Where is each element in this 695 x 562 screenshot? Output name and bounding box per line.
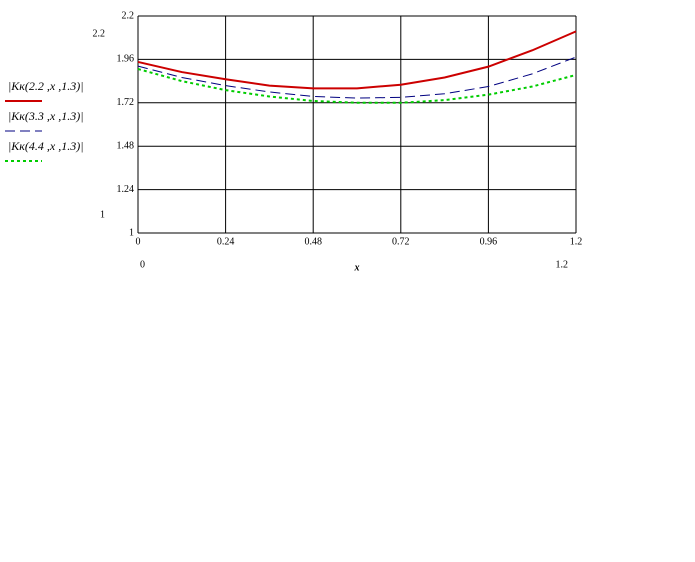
x-tick-label: 0.24 <box>217 236 235 247</box>
x-tick-label: 0 <box>136 236 141 247</box>
x-axis-label: x <box>354 262 360 273</box>
y-tick-label: 1 <box>129 227 134 238</box>
x-tick-label: 0.96 <box>480 236 498 247</box>
y-tick-label: 1.96 <box>117 54 135 65</box>
line-series <box>137 30 577 90</box>
x-tick-label: 1.2 <box>570 236 583 247</box>
x-tick-label: 0.48 <box>304 236 322 247</box>
y-tick-label: 1.24 <box>117 184 135 195</box>
line-series <box>137 56 577 99</box>
y-tick-label: 1.72 <box>117 97 135 108</box>
x-limit-label: 1.2 <box>556 259 569 270</box>
legend-label: |Kк(3.3 ,x ,1.3)| <box>8 109 84 123</box>
y-limit-label: 2.2 <box>93 28 106 39</box>
line-series <box>137 68 577 104</box>
y-tick-label: 2.2 <box>122 10 135 21</box>
legend-label: |Kк(4.4 ,x ,1.3)| <box>8 139 84 153</box>
legend-label: |Kк(2.2 ,x ,1.3)| <box>8 79 84 93</box>
y-tick-label: 1.48 <box>117 140 135 151</box>
y-limit-label: 1 <box>100 209 105 220</box>
x-tick-label: 0.72 <box>392 236 410 247</box>
x-limit-label: 0 <box>140 259 145 270</box>
